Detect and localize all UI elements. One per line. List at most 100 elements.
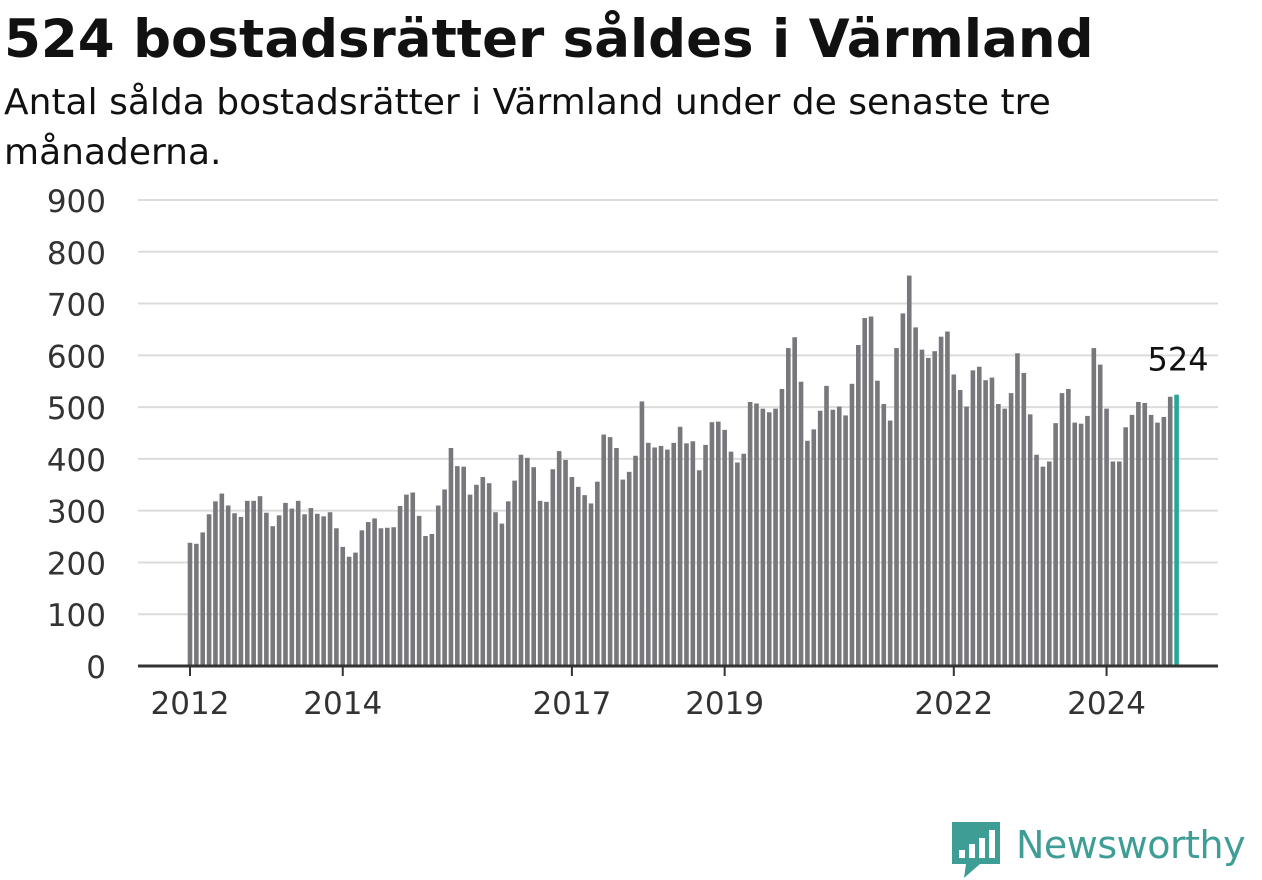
y-tick-label: 600 (47, 339, 106, 375)
x-tick-label: 2024 (1067, 686, 1146, 722)
bar (525, 457, 530, 666)
bar (200, 532, 206, 666)
bar (645, 442, 651, 666)
bar (206, 514, 212, 666)
bar (448, 448, 454, 666)
newsworthy-logo: Newsworthy (950, 818, 1260, 878)
bar (346, 556, 352, 666)
bar (537, 500, 543, 666)
bar (817, 410, 823, 666)
bar (1085, 415, 1090, 666)
bar (671, 442, 677, 666)
bar (455, 466, 460, 666)
y-tick-label: 200 (47, 546, 106, 582)
bar (620, 479, 626, 666)
y-tick-label: 300 (47, 495, 106, 531)
bar (486, 483, 492, 666)
last-value-label: 524 (1147, 341, 1208, 379)
bar-highlight (1174, 394, 1179, 666)
bar (976, 366, 982, 666)
bar (276, 515, 282, 666)
bar (773, 408, 778, 666)
bar (1110, 461, 1116, 666)
y-tick-label: 900 (47, 184, 106, 220)
x-axis (138, 664, 1218, 676)
bar (1136, 401, 1141, 666)
bar (633, 455, 638, 666)
bar (716, 421, 721, 666)
bar (264, 512, 269, 666)
bar (1142, 402, 1148, 666)
bar (359, 530, 365, 666)
bar (703, 444, 708, 666)
bar (219, 493, 225, 666)
bar (531, 467, 537, 666)
bar (493, 512, 498, 666)
bar (315, 513, 320, 666)
bar (938, 336, 944, 666)
bar (811, 429, 817, 666)
bar (690, 441, 696, 666)
bar (569, 477, 575, 666)
y-tick-label: 400 (47, 443, 106, 479)
bar (575, 486, 581, 666)
bar (238, 516, 244, 666)
bar (1116, 461, 1122, 666)
bar (614, 448, 619, 666)
bar (1129, 414, 1135, 666)
bar (474, 484, 479, 666)
y-tick-label: 800 (47, 236, 106, 272)
bar (385, 527, 390, 666)
bar (588, 503, 594, 666)
bar (665, 449, 670, 666)
bar (868, 316, 874, 666)
bar (754, 403, 759, 666)
bar (1002, 408, 1008, 666)
bar (499, 523, 505, 666)
bar (684, 443, 689, 666)
bar (225, 505, 231, 666)
bar (550, 469, 556, 666)
bar (295, 500, 301, 666)
bar (334, 528, 339, 666)
bar (232, 513, 237, 666)
bar (945, 331, 950, 666)
y-tick-label: 500 (47, 391, 106, 427)
bars (187, 275, 1179, 666)
bar (996, 404, 1001, 666)
x-tick-label: 2017 (532, 686, 611, 722)
bar (1123, 427, 1128, 666)
bar (1008, 393, 1014, 666)
bar (747, 401, 753, 666)
bar (321, 516, 326, 666)
bar (429, 533, 435, 666)
bar (792, 337, 797, 666)
bar (824, 385, 829, 666)
bar (1078, 423, 1084, 666)
chart-title: 524 bostadsrätter såldes i Värmland (4, 9, 1094, 70)
bar (391, 527, 396, 666)
x-axis-tick-labels: 2012 2014 2017 2019 2022 2024 (151, 686, 1146, 722)
bar (512, 480, 517, 666)
bar (989, 377, 995, 666)
bar (836, 406, 842, 666)
newsworthy-logo-icon (952, 822, 1000, 878)
bar (518, 454, 524, 666)
bar (970, 370, 976, 666)
x-tick-label: 2012 (151, 686, 230, 722)
bar (894, 348, 899, 666)
bar (327, 512, 333, 666)
bar (582, 495, 587, 666)
bar (423, 536, 428, 666)
bar (1148, 414, 1154, 666)
bar (467, 494, 473, 666)
bar (862, 318, 867, 666)
bar (906, 275, 912, 666)
bar (1091, 348, 1097, 666)
bar (1104, 408, 1109, 666)
bar (881, 404, 887, 666)
bar (607, 437, 613, 666)
bar (365, 522, 371, 666)
bar (187, 542, 193, 666)
bar (1015, 353, 1020, 666)
